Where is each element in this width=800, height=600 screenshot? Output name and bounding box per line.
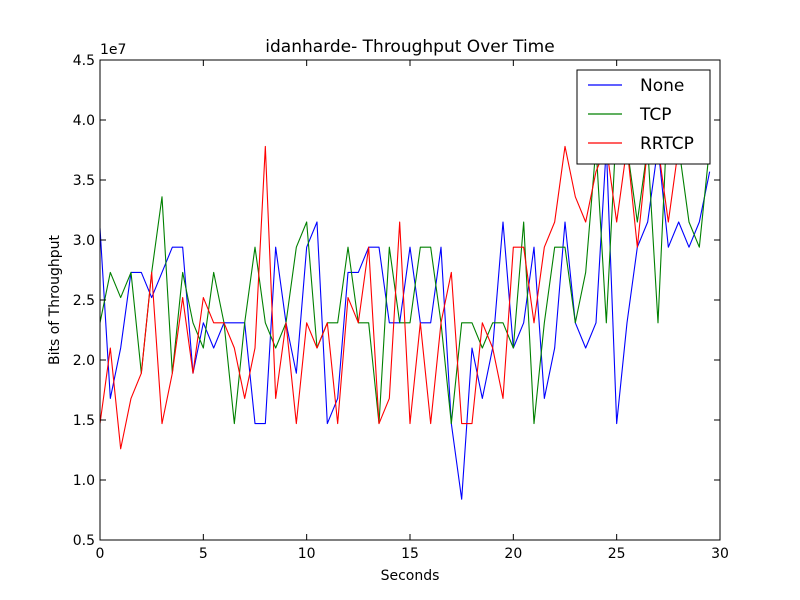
- legend-label-tcp: TCP: [639, 105, 672, 125]
- y-tick-label: 2.0: [73, 353, 95, 369]
- x-axis-label: Seconds: [381, 568, 440, 584]
- x-tick-label: 0: [96, 546, 105, 562]
- y-axis-label: Bits of Throughput: [47, 234, 63, 365]
- series-line-none: [100, 145, 711, 500]
- x-tick-label: 5: [199, 546, 208, 562]
- x-tick-label: 10: [298, 546, 316, 562]
- y-tick-label: 3.0: [73, 233, 95, 249]
- x-tick-label: 15: [401, 546, 419, 562]
- y-tick-label: 3.5: [73, 173, 95, 189]
- legend: None TCP RRTCP: [576, 69, 711, 165]
- x-tick-label: 30: [711, 546, 729, 562]
- legend-box: [576, 69, 711, 165]
- legend-label-none: None: [640, 76, 684, 96]
- x-tick-label: 20: [504, 546, 522, 562]
- y-tick-label: 1.0: [73, 473, 95, 489]
- y-tick-label: 0.5: [73, 533, 95, 549]
- y-tick-label: 1.5: [73, 413, 95, 429]
- y-offset-text: 1e7: [100, 42, 126, 58]
- x-tick-label: 25: [608, 546, 626, 562]
- chart-title: idanharde- Throughput Over Time: [265, 37, 554, 57]
- ticks-layer: 0 5 10 15 20 25 30 0.5 1.0 1.5 2.0 2.5 3.0 3.5 4.0 4.5: [73, 53, 729, 562]
- y-tick-label: 2.5: [73, 293, 95, 309]
- y-tick-label: 4.0: [73, 113, 95, 129]
- y-tick-label: 4.5: [73, 53, 95, 69]
- legend-label-rrtcp: RRTCP: [640, 134, 694, 154]
